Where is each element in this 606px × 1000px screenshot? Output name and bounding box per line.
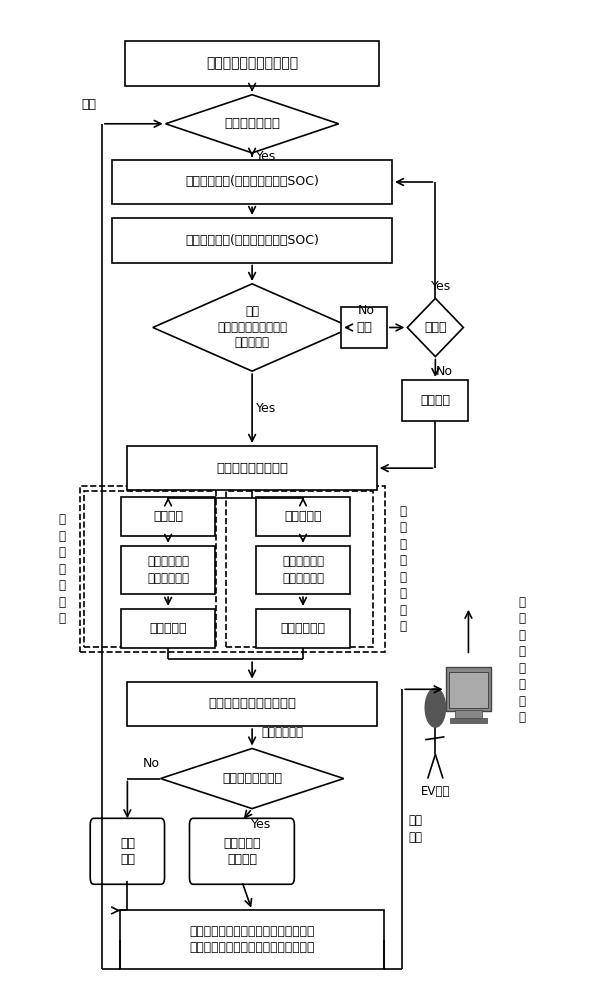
Polygon shape [153,284,351,371]
Bar [121,497,215,536]
Text: 小波预处理: 小波预处理 [284,510,322,523]
Text: 动
态
分
时
电
价
制
定: 动 态 分 时 电 价 制 定 [400,505,407,633]
Text: 计算并告知用户收益情况: 计算并告知用户收益情况 [208,697,296,710]
Text: 是否有意愿响应？: 是否有意愿响应？ [222,772,282,785]
Bar [445,667,491,711]
Text: 动态分时电价: 动态分时电价 [281,622,325,635]
Text: 充放电优化
调度计划: 充放电优化 调度计划 [223,837,261,866]
Bar [125,41,379,86]
Text: 执行充电计划、将充电计划上传至电能
公共服务平台，并等待下一辆车的到来: 执行充电计划、将充电计划上传至电能 公共服务平台，并等待下一辆车的到来 [190,925,315,954]
FancyBboxPatch shape [90,818,165,884]
Bar [121,609,215,648]
Text: 充放电计划: 充放电计划 [149,622,187,635]
Bar [341,307,387,348]
Text: 响应意愿决策: 响应意愿决策 [262,726,304,739]
Bar [127,446,377,490]
Bar [225,491,373,647]
Bar [448,672,488,708]
Text: 电
能
公
共
服
务
平
台: 电 能 公 共 服 务 平 台 [518,596,525,724]
Text: 读入该时刻负荷信息: 读入该时刻负荷信息 [216,462,288,475]
Text: 判断
用户停留时间能否满足
充电需求？: 判断 用户停留时间能否满足 充电需求？ [217,305,287,349]
Text: No: No [436,365,453,378]
Text: 上传
计划: 上传 计划 [408,814,422,844]
Text: Yes: Yes [256,150,276,163]
Text: 基于虚拟电价
的充放电优化: 基于虚拟电价 的充放电优化 [147,555,189,585]
Text: 接受？: 接受？ [424,321,447,334]
Text: 用户输入信息(离开时间及期望SOC): 用户输入信息(离开时间及期望SOC) [185,234,319,247]
Text: 输入系统基本信息，开始: 输入系统基本信息，开始 [206,57,298,71]
Polygon shape [165,95,339,153]
Text: Yes: Yes [256,402,276,415]
FancyBboxPatch shape [190,818,295,884]
Text: 虚拟电价: 虚拟电价 [153,510,183,523]
Text: 等待: 等待 [82,98,97,111]
Text: Yes: Yes [431,280,451,293]
Bar [121,546,215,594]
Bar [112,218,392,262]
Text: 充
放
电
优
化
调
度: 充 放 电 优 化 调 度 [59,513,65,625]
Polygon shape [161,748,344,809]
Bar [454,710,482,720]
Bar [84,491,216,647]
Text: 无序
充电: 无序 充电 [120,837,135,866]
Text: 提示: 提示 [356,321,372,334]
Bar [120,910,384,969]
Text: Yes: Yes [251,818,271,831]
Text: 新的车辆接入？: 新的车辆接入？ [224,117,280,130]
Bar [402,380,468,421]
Text: No: No [358,304,375,317]
Bar [256,609,350,648]
Text: 读入车辆信息(接入时间、初始SOC): 读入车辆信息(接入时间、初始SOC) [185,175,319,188]
Polygon shape [407,298,464,357]
Bar [112,160,392,204]
Text: No: No [143,757,160,770]
Text: EV用户: EV用户 [421,785,450,798]
Bar [80,486,385,652]
Text: 采用模糊聚类
方法划分时段: 采用模糊聚类 方法划分时段 [282,555,324,585]
Circle shape [425,688,445,727]
Bar [450,718,487,723]
Bar [127,682,377,726]
Bar [256,546,350,594]
Bar [256,497,350,536]
Text: 放弃用户: 放弃用户 [421,394,450,407]
